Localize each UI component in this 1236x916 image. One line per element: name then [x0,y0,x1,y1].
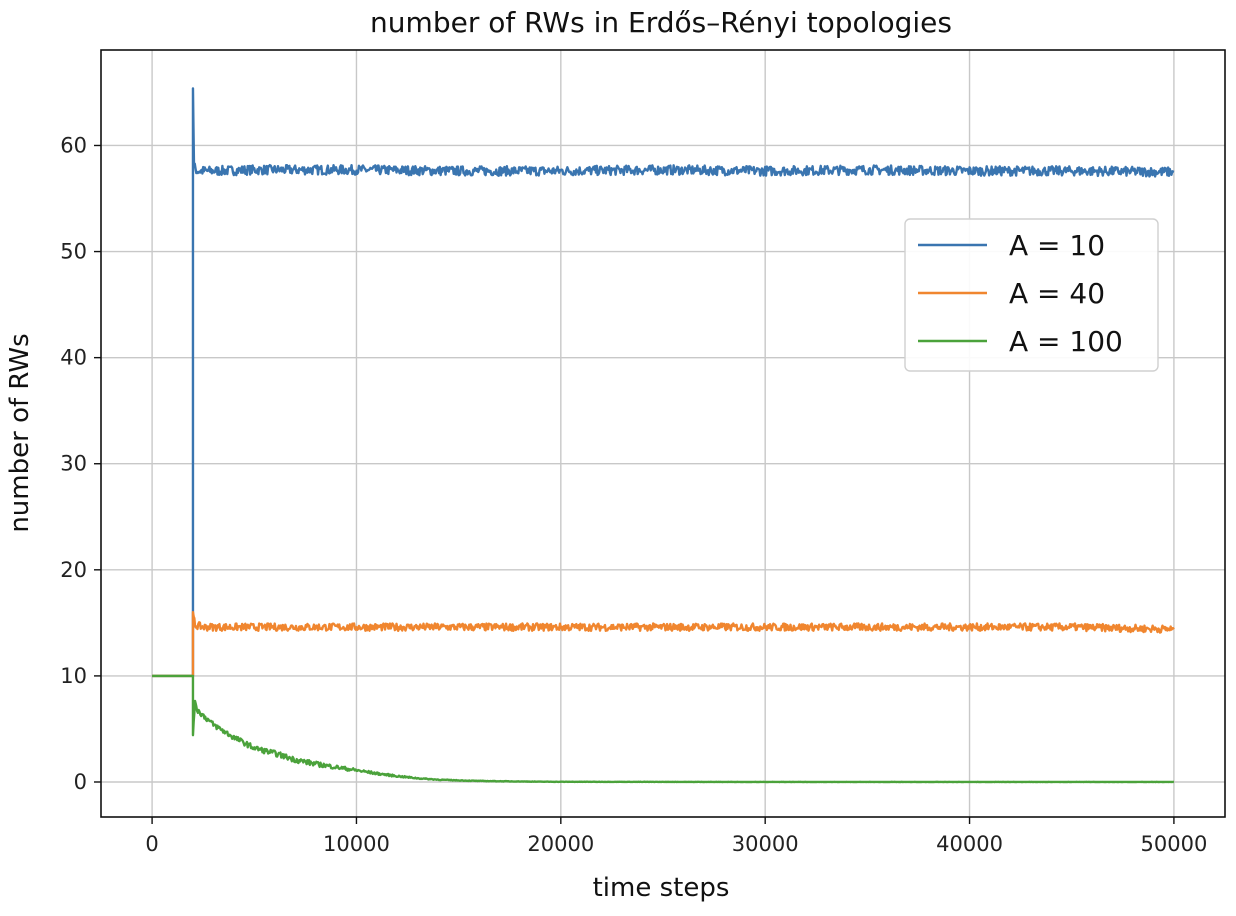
y-tick-label: 0 [74,770,87,794]
series-line-0 [151,87,1175,678]
x-tick-label: 10000 [323,832,390,856]
legend-label: A = 10 [1009,229,1105,262]
x-axis-label: time steps [593,873,730,903]
x-axis-ticks: 0 10000 20000 30000 40000 50000 [145,817,1207,856]
y-axis-label: number of RWs [5,333,35,532]
y-tick-label: 40 [60,346,87,370]
series-lines [151,87,1175,784]
y-tick-label: 20 [60,558,87,582]
x-tick-label: 20000 [527,832,594,856]
x-tick-label: 40000 [936,832,1003,856]
series-line-2 [151,674,1175,784]
legend-label: A = 100 [1009,325,1123,358]
plot-area-frame [100,49,1226,818]
y-tick-label: 10 [60,664,87,688]
legend: A = 10 A = 40 A = 100 [904,218,1159,372]
x-tick-label: 30000 [732,832,799,856]
y-tick-label: 30 [60,452,87,476]
y-tick-label: 50 [60,240,87,264]
legend-label: A = 40 [1009,277,1105,310]
chart-title: number of RWs in Erdős–Rényi topologies [370,6,952,39]
legend-box [904,218,1159,372]
grid-lines [101,50,1225,817]
series-line-1 [151,610,1175,678]
x-tick-label: 50000 [1141,832,1208,856]
x-tick-label: 0 [145,832,158,856]
y-axis-ticks: 0 10 20 30 40 50 60 [60,133,101,794]
y-tick-label: 60 [60,133,87,157]
